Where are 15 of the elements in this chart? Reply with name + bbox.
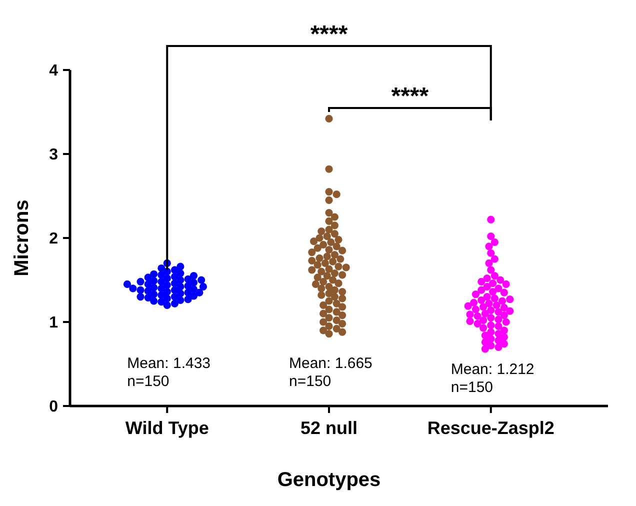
y-tick-label: 1 [49,314,58,332]
y-tick-label: 0 [49,398,58,416]
x-tick-label: Wild Type [125,418,209,438]
text: **** [310,21,348,48]
annotation: **** [391,83,430,110]
y-tick-label: 4 [49,62,58,80]
annotation: Mean: 1.212 n=150 [450,361,534,396]
y-tick-label: 2 [49,230,58,248]
x-tick-label: Rescue-Zaspl2 [427,418,554,438]
annotation: Mean: 1.665 n=150 [289,355,372,390]
y-axis-title: Microns [11,200,33,276]
x-tick-label: 52 null [300,418,358,438]
annotation: Mean: 1.433 n=150 [127,355,211,390]
x-axis-title: Genotypes [277,469,381,491]
y-tick-label: 3 [49,146,58,164]
